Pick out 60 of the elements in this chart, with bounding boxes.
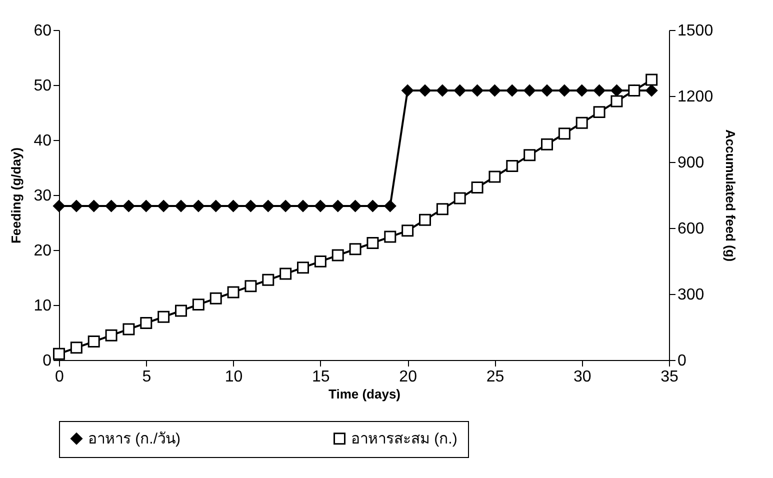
point bbox=[140, 317, 152, 330]
point bbox=[88, 336, 100, 348]
point bbox=[471, 182, 484, 194]
point bbox=[70, 342, 82, 354]
y-tick-label: 30 bbox=[34, 188, 52, 204]
x-tick-label: 0 bbox=[55, 368, 64, 386]
x-tick-label: 5 bbox=[142, 368, 152, 386]
point bbox=[227, 286, 240, 298]
point bbox=[454, 192, 466, 204]
point bbox=[175, 304, 187, 317]
point bbox=[332, 249, 344, 262]
point bbox=[506, 160, 518, 172]
point bbox=[524, 149, 536, 162]
point bbox=[610, 95, 623, 108]
point bbox=[280, 268, 292, 280]
x-axis-title: Time (days) bbox=[328, 386, 401, 402]
legend-label: อาหาร (ก./วัน) bbox=[88, 430, 180, 448]
y2-axis-title: Accumulated feed (g) bbox=[723, 129, 738, 262]
point bbox=[576, 116, 588, 129]
y-tick-label: 0 bbox=[42, 352, 52, 370]
x-tick-label: 20 bbox=[399, 368, 418, 386]
y2-tick-label: 1200 bbox=[678, 88, 714, 106]
y-axis-title: Feeding (g/day) bbox=[8, 147, 24, 244]
point bbox=[384, 230, 396, 243]
y-tick-label: 10 bbox=[34, 298, 52, 314]
y2-tick-label: 900 bbox=[678, 154, 704, 172]
point bbox=[349, 243, 362, 256]
point bbox=[158, 310, 170, 323]
point bbox=[210, 292, 222, 304]
y2-tick-label: 300 bbox=[678, 286, 704, 304]
y-tick-label: 60 bbox=[34, 22, 52, 40]
legend-label: อาหารสะสม (ก.) bbox=[351, 430, 458, 448]
point bbox=[244, 280, 257, 292]
point bbox=[366, 236, 379, 249]
point bbox=[541, 138, 553, 150]
point bbox=[593, 106, 606, 118]
point bbox=[53, 348, 65, 360]
y2-tick-label: 1500 bbox=[678, 22, 714, 40]
y-tick-label: 40 bbox=[34, 132, 52, 150]
point bbox=[419, 214, 431, 226]
x-tick-label: 30 bbox=[573, 368, 592, 386]
x-tick-label: 25 bbox=[486, 368, 504, 386]
x-tick-label: 35 bbox=[660, 368, 678, 386]
y-tick-label: 50 bbox=[34, 78, 52, 94]
point bbox=[105, 329, 118, 342]
point bbox=[314, 255, 326, 268]
x-tick-label: 15 bbox=[312, 368, 330, 386]
point bbox=[192, 298, 204, 311]
y2-tick-label: 0 bbox=[678, 352, 686, 370]
point bbox=[297, 262, 309, 274]
y-tick-label: 20 bbox=[34, 242, 52, 260]
x-tick-label: 10 bbox=[224, 368, 243, 386]
point bbox=[436, 203, 448, 216]
point bbox=[122, 323, 135, 336]
point bbox=[646, 74, 658, 86]
y2-tick-label: 600 bbox=[678, 220, 704, 238]
point bbox=[488, 170, 501, 183]
point bbox=[558, 128, 570, 140]
point bbox=[402, 224, 414, 237]
point bbox=[262, 274, 274, 286]
